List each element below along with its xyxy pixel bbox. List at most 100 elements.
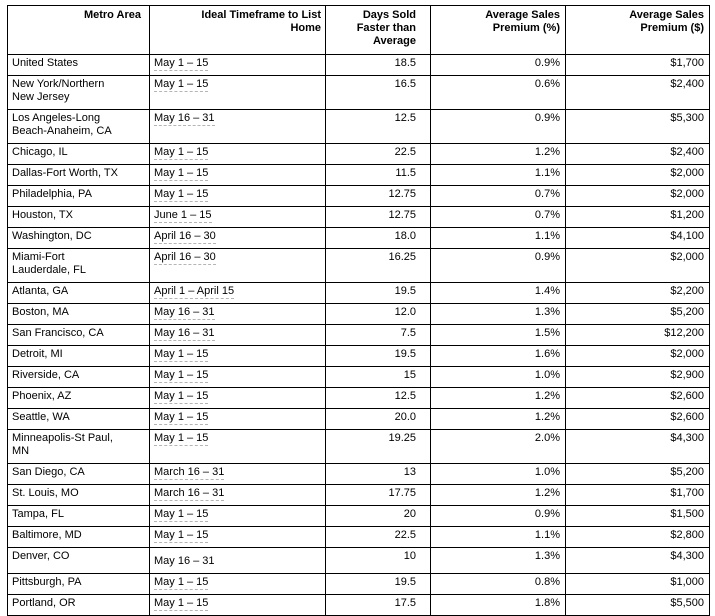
premium-pct-cell: 1.3% (430, 303, 566, 325)
timeframe-cell: May 1 – 15 (149, 75, 326, 110)
table-row: Pittsburgh, PA May 1 – 15 19.5 0.8% $1,0… (7, 573, 710, 595)
metro-area-cell: Dallas-Fort Worth, TX (7, 164, 150, 186)
table-row: New York/Northern New Jersey May 1 – 15 … (7, 75, 710, 110)
timeframe-cell: May 1 – 15 (149, 573, 326, 595)
table-row: Detroit, MI May 1 – 15 19.5 1.6% $2,000 (7, 345, 710, 367)
timeframe-cell: May 1 – 15 (149, 54, 326, 76)
premium-pct-cell: 1.3% (430, 547, 566, 574)
premium-pct-cell: 1.1% (430, 526, 566, 548)
timeframe-text: April 16 – 30 (154, 251, 216, 265)
timeframe-text: May 1 – 15 (154, 188, 209, 202)
days-faster-cell: 19.5 (325, 573, 431, 595)
days-faster-cell: 22.5 (325, 526, 431, 548)
timeframe-text: June 1 – 15 (154, 209, 212, 223)
table-row: Philadelphia, PA May 1 – 15 12.75 0.7% $… (7, 185, 710, 207)
metro-area-cell: Washington, DC (7, 227, 150, 249)
table-header: Metro Area Ideal Timeframe to List Home … (7, 5, 710, 55)
premium-pct-cell: 1.2% (430, 387, 566, 409)
timeframe-text: May 1 – 15 (154, 411, 209, 425)
metro-area-cell: Boston, MA (7, 303, 150, 325)
premium-usd-cell: $2,800 (565, 526, 710, 548)
timeframe-text: May 1 – 15 (154, 432, 209, 446)
days-faster-cell: 12.75 (325, 206, 431, 228)
days-faster-cell: 7.5 (325, 324, 431, 346)
table-row: Phoenix, AZ May 1 – 15 12.5 1.2% $2,600 (7, 387, 710, 409)
timeframe-text: May 1 – 15 (154, 146, 209, 160)
timeframe-cell: March 16 – 31 (149, 463, 326, 485)
premium-pct-cell: 0.9% (430, 505, 566, 527)
days-faster-cell: 19.25 (325, 429, 431, 464)
table-row: Los Angeles-Long Beach-Anaheim, CA May 1… (7, 109, 710, 144)
premium-usd-cell: $2,600 (565, 387, 710, 409)
metro-area-cell: Chicago, IL (7, 143, 150, 165)
timeframe-cell: May 1 – 15 (149, 164, 326, 186)
premium-usd-cell: $5,200 (565, 463, 710, 485)
days-faster-cell: 22.5 (325, 143, 431, 165)
timeframe-text: March 16 – 31 (154, 466, 225, 480)
premium-pct-cell: 1.5% (430, 324, 566, 346)
metro-area-cell: San Diego, CA (7, 463, 150, 485)
timeframe-text: May 1 – 15 (154, 348, 209, 362)
premium-pct-cell: 1.6% (430, 345, 566, 367)
metro-area-cell: Detroit, MI (7, 345, 150, 367)
premium-pct-cell: 1.4% (430, 282, 566, 304)
timeframe-cell: May 16 – 31 (149, 303, 326, 325)
col-header-ideal-timeframe: Ideal Timeframe to List Home (149, 5, 326, 55)
table-row: Washington, DC April 16 – 30 18.0 1.1% $… (7, 227, 710, 249)
timeframe-text: May 1 – 15 (154, 78, 209, 92)
premium-pct-cell: 0.6% (430, 75, 566, 110)
premium-pct-cell: 2.0% (430, 429, 566, 464)
table-row: Riverside, CA May 1 – 15 15 1.0% $2,900 (7, 366, 710, 388)
col-header-avg-sales-premium-pct: Average Sales Premium (%) (430, 5, 566, 55)
days-faster-cell: 20 (325, 505, 431, 527)
metro-area-cell: Minneapolis-St Paul, MN (7, 429, 150, 464)
col-header-avg-sales-premium-usd: Average Sales Premium ($) (565, 5, 710, 55)
premium-pct-cell: 1.0% (430, 463, 566, 485)
metro-area-cell: Atlanta, GA (7, 282, 150, 304)
premium-usd-cell: $2,900 (565, 366, 710, 388)
premium-pct-cell: 1.2% (430, 408, 566, 430)
header-row: Metro Area Ideal Timeframe to List Home … (7, 5, 710, 55)
timeframe-text: April 16 – 30 (154, 230, 216, 244)
timeframe-text: May 16 – 31 (154, 306, 215, 320)
premium-pct-cell: 0.8% (430, 573, 566, 595)
table-row: Baltimore, MD May 1 – 15 22.5 1.1% $2,80… (7, 526, 710, 548)
timeframe-cell: May 1 – 15 (149, 387, 326, 409)
premium-usd-cell: $5,200 (565, 303, 710, 325)
metro-area-cell: Tampa, FL (7, 505, 150, 527)
metro-area-cell: United States (7, 54, 150, 76)
metro-area-cell: St. Louis, MO (7, 484, 150, 506)
days-faster-cell: 20.0 (325, 408, 431, 430)
col-header-days-sold-faster: Days Sold Faster than Average (325, 5, 431, 55)
premium-usd-cell: $2,000 (565, 164, 710, 186)
timeframe-cell: April 16 – 30 (149, 248, 326, 283)
metro-listing-table: Metro Area Ideal Timeframe to List Home … (7, 5, 710, 616)
days-faster-cell: 15 (325, 366, 431, 388)
metro-area-cell: San Francisco, CA (7, 324, 150, 346)
timeframe-cell: May 1 – 15 (149, 429, 326, 464)
days-faster-cell: 11.5 (325, 164, 431, 186)
days-faster-cell: 17.5 (325, 594, 431, 616)
premium-usd-cell: $2,000 (565, 345, 710, 367)
table-row: Portland, OR May 1 – 15 17.5 1.8% $5,500 (7, 594, 710, 616)
premium-usd-cell: $5,500 (565, 594, 710, 616)
metro-area-cell: Philadelphia, PA (7, 185, 150, 207)
table-row: Denver, CO May 16 – 31 10 1.3% $4,300 (7, 547, 710, 574)
days-faster-cell: 17.75 (325, 484, 431, 506)
premium-usd-cell: $1,000 (565, 573, 710, 595)
premium-usd-cell: $4,300 (565, 547, 710, 574)
metro-area-cell: Los Angeles-Long Beach-Anaheim, CA (7, 109, 150, 144)
premium-pct-cell: 1.2% (430, 143, 566, 165)
timeframe-text: May 16 – 31 (154, 112, 215, 126)
table-row: Houston, TX June 1 – 15 12.75 0.7% $1,20… (7, 206, 710, 228)
timeframe-cell: April 1 – April 15 (149, 282, 326, 304)
days-faster-cell: 12.5 (325, 387, 431, 409)
premium-usd-cell: $4,100 (565, 227, 710, 249)
table-row: Atlanta, GA April 1 – April 15 19.5 1.4%… (7, 282, 710, 304)
table-row: Tampa, FL May 1 – 15 20 0.9% $1,500 (7, 505, 710, 527)
premium-pct-cell: 0.7% (430, 206, 566, 228)
timeframe-cell: May 1 – 15 (149, 185, 326, 207)
timeframe-text: May 16 – 31 (154, 327, 215, 341)
timeframe-cell: March 16 – 31 (149, 484, 326, 506)
timeframe-cell: May 1 – 15 (149, 526, 326, 548)
